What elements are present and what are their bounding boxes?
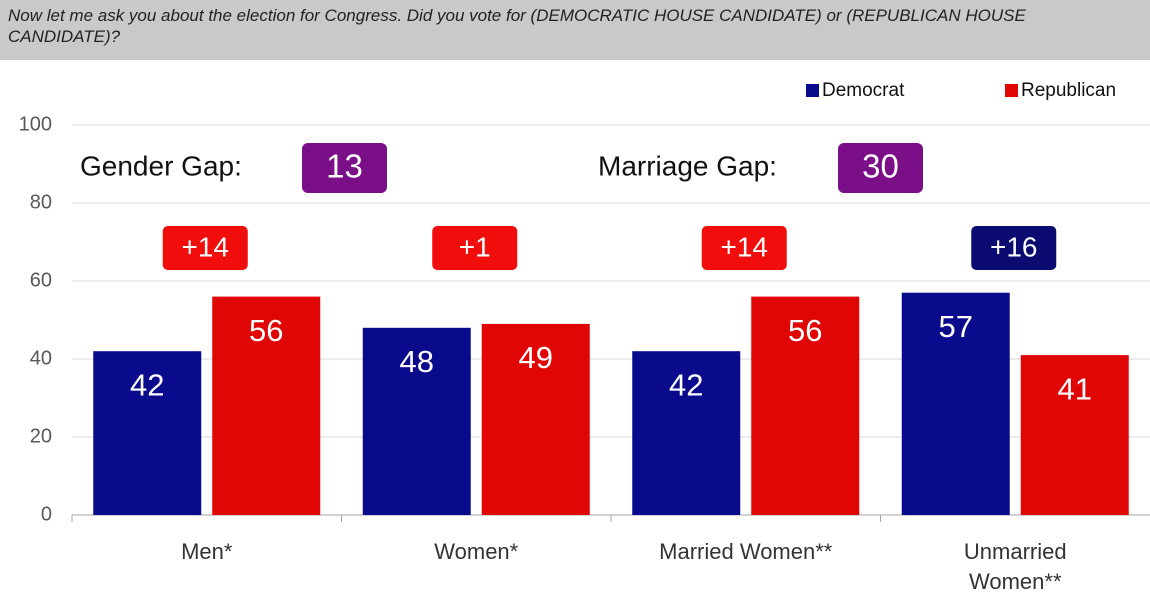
value-label: 42 <box>130 367 164 402</box>
margin-box <box>162 226 248 270</box>
legend-label: Republican <box>1021 80 1116 101</box>
y-tick-label: 20 <box>30 425 52 447</box>
value-label: 41 <box>1058 371 1092 406</box>
legend-swatch <box>1005 84 1018 97</box>
gap-label: Marriage Gap: <box>598 150 777 181</box>
bar <box>1020 355 1129 515</box>
value-label: 49 <box>519 340 553 375</box>
margin-label: +14 <box>721 231 769 262</box>
gap-box <box>838 143 923 193</box>
x-tick-label: Women* <box>434 539 519 564</box>
margin-box <box>971 226 1057 270</box>
gap-value: 30 <box>862 148 899 185</box>
legend-label: Democrat <box>822 80 905 101</box>
gap-box <box>302 143 387 193</box>
value-label: 48 <box>400 344 434 379</box>
title-banner <box>0 0 1150 60</box>
x-tick-label: Unmarried Women** <box>963 539 1067 594</box>
margin-label: +14 <box>182 231 230 262</box>
margin-box <box>701 226 787 270</box>
value-label: 57 <box>939 309 973 344</box>
y-tick-label: 60 <box>30 269 52 291</box>
x-tick-label: Married Women** <box>659 539 833 564</box>
margin-label: +16 <box>990 231 1038 262</box>
bar <box>632 351 741 515</box>
bar <box>901 292 1010 515</box>
x-tick-label: Men* <box>181 539 233 564</box>
value-label: 56 <box>788 313 822 348</box>
gap-label: Gender Gap: <box>80 150 242 181</box>
margin-label: +1 <box>459 231 491 262</box>
chart-title: Now let me ask you about the election fo… <box>8 6 1026 46</box>
legend-swatch <box>806 84 819 97</box>
bar <box>212 296 321 515</box>
bar <box>93 351 202 515</box>
gap-value: 13 <box>326 148 363 185</box>
y-tick-label: 40 <box>30 347 52 369</box>
bar <box>751 296 860 515</box>
y-tick-label: 0 <box>41 503 52 525</box>
value-label: 42 <box>669 367 703 402</box>
bar <box>362 327 471 515</box>
margin-box <box>432 226 518 270</box>
bar <box>481 323 590 515</box>
y-tick-label: 100 <box>19 113 52 135</box>
y-tick-label: 80 <box>30 191 52 213</box>
value-label: 56 <box>249 313 283 348</box>
